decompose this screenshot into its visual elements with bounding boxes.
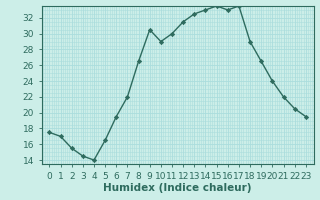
X-axis label: Humidex (Indice chaleur): Humidex (Indice chaleur) [103,183,252,193]
